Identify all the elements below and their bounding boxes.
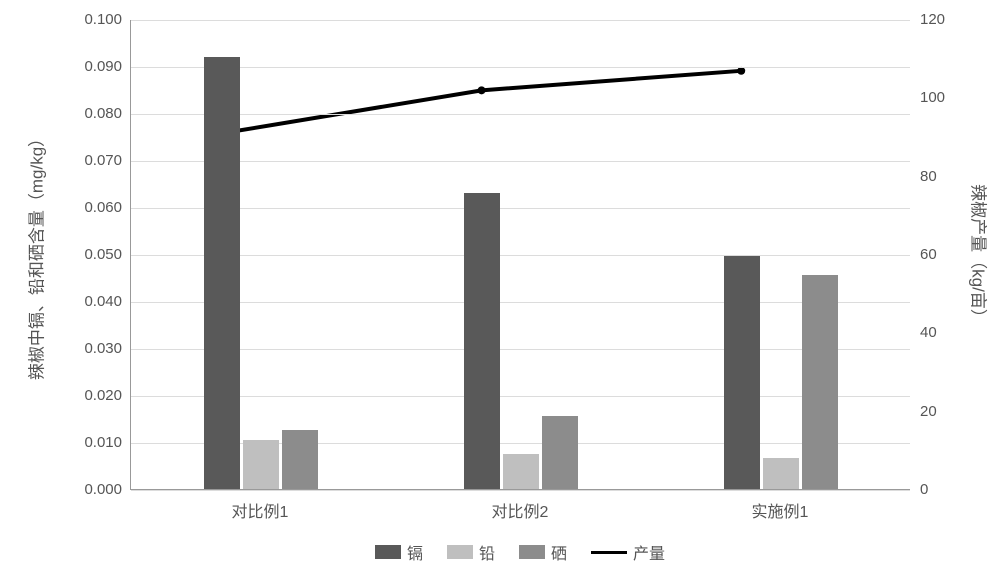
y-left-tick: 0.030 (70, 340, 122, 357)
legend-item: 硒 (519, 540, 567, 564)
y-right-tick: 20 (920, 403, 937, 420)
bar-硒 (282, 430, 318, 489)
y-right-tick: 100 (920, 89, 945, 106)
x-tick: 对比例1 (232, 498, 289, 522)
legend-label: 铅 (479, 540, 495, 564)
grid-line (131, 67, 910, 68)
legend-swatch (519, 545, 545, 559)
y-left-tick: 0.090 (70, 58, 122, 75)
chart-container: 辣椒中镉、铅和硒含量（mg/kg） 辣椒产量（kg/亩） 镉 铅 硒 产量 0.000… (0, 0, 1000, 585)
bar-镉 (724, 256, 760, 489)
legend-label: 硒 (551, 540, 567, 564)
legend-item: 镉 (375, 540, 423, 564)
y-left-tick: 0.020 (70, 387, 122, 404)
plot-area (130, 20, 910, 490)
x-tick: 实施例1 (752, 498, 809, 522)
line-series-marker (478, 86, 486, 94)
grid-line (131, 161, 910, 162)
y-left-tick: 0.070 (70, 152, 122, 169)
grid-line (131, 208, 910, 209)
y-right-tick: 40 (920, 324, 937, 341)
bar-镉 (464, 193, 500, 489)
y-left-tick: 0.100 (70, 11, 122, 28)
bar-硒 (802, 275, 838, 489)
y-left-tick: 0.080 (70, 105, 122, 122)
grid-line (131, 20, 910, 21)
y-axis-left-label: 辣椒中镉、铅和硒含量（mg/kg） (23, 130, 48, 380)
x-tick: 对比例2 (492, 498, 549, 522)
legend-line-sample (591, 551, 627, 554)
grid-line (131, 396, 910, 397)
grid-line (131, 302, 910, 303)
legend-item: 铅 (447, 540, 495, 564)
y-left-tick: 0.040 (70, 293, 122, 310)
grid-line (131, 255, 910, 256)
grid-line (131, 114, 910, 115)
line-series-marker (737, 67, 745, 75)
legend-swatch (447, 545, 473, 559)
bar-铅 (763, 458, 799, 489)
y-left-tick: 0.060 (70, 199, 122, 216)
legend-label: 产量 (633, 540, 665, 564)
bar-铅 (503, 454, 539, 489)
legend-item: 产量 (591, 540, 665, 564)
y-left-tick: 0.010 (70, 434, 122, 451)
line-series-path (222, 71, 741, 134)
y-left-tick: 0.000 (70, 481, 122, 498)
grid-line (131, 490, 910, 491)
bar-镉 (204, 57, 240, 489)
legend-swatch (375, 545, 401, 559)
y-right-tick: 0 (920, 481, 928, 498)
legend: 镉 铅 硒 产量 (130, 540, 910, 564)
y-right-tick: 80 (920, 168, 937, 185)
bar-硒 (542, 416, 578, 489)
legend-label: 镉 (407, 540, 423, 564)
y-right-tick: 120 (920, 11, 945, 28)
y-left-tick: 0.050 (70, 246, 122, 263)
bar-铅 (243, 440, 279, 489)
y-right-tick: 60 (920, 246, 937, 263)
grid-line (131, 349, 910, 350)
y-axis-right-label: 辣椒产量（kg/亩） (968, 184, 993, 326)
